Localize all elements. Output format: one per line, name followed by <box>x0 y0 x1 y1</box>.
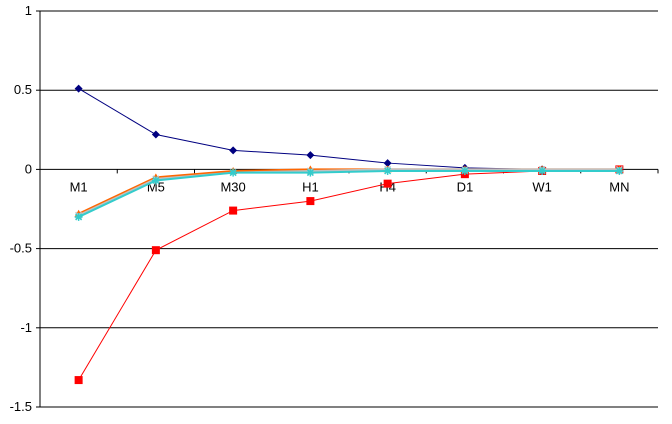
data-point <box>383 179 392 188</box>
data-point <box>151 176 160 185</box>
data-point <box>229 146 238 155</box>
series-line <box>78 168 620 381</box>
x-tick-label: H1 <box>302 179 319 194</box>
y-tick-label: 0.5 <box>14 82 32 97</box>
gridlines <box>40 10 658 408</box>
series-line <box>78 169 620 218</box>
data-point <box>538 166 547 175</box>
data-point <box>306 168 315 177</box>
series-1 <box>74 84 624 174</box>
x-tick-label: M30 <box>220 179 245 194</box>
y-tick-label: 1 <box>25 3 32 18</box>
data-point <box>151 130 160 139</box>
data-series <box>74 84 624 385</box>
data-point <box>383 159 392 168</box>
axes <box>36 10 659 408</box>
series-5 <box>74 166 624 221</box>
data-point <box>74 376 83 385</box>
data-point <box>229 206 238 215</box>
series-2 <box>74 165 624 385</box>
x-tick-label: D1 <box>457 179 474 194</box>
data-point <box>460 166 469 175</box>
y-tick-label: -1.5 <box>10 399 32 414</box>
data-point <box>615 166 624 175</box>
x-tick-label: MN <box>609 179 629 194</box>
data-point <box>306 197 315 206</box>
x-tick-label: M1 <box>70 179 88 194</box>
data-point <box>306 151 315 160</box>
x-tick-label: W1 <box>532 179 552 194</box>
y-tick-labels: 1 0.5 0 -0.5 -1 -1.5 <box>10 3 32 414</box>
data-point <box>151 246 160 255</box>
data-point <box>74 212 83 221</box>
series-line <box>78 88 620 170</box>
series-line <box>78 168 620 217</box>
y-tick-label: 0 <box>25 161 32 176</box>
data-point <box>229 168 238 177</box>
data-point <box>74 84 83 93</box>
y-tick-label: -1 <box>20 320 32 335</box>
data-point <box>383 166 392 175</box>
y-tick-label: -0.5 <box>10 241 32 256</box>
